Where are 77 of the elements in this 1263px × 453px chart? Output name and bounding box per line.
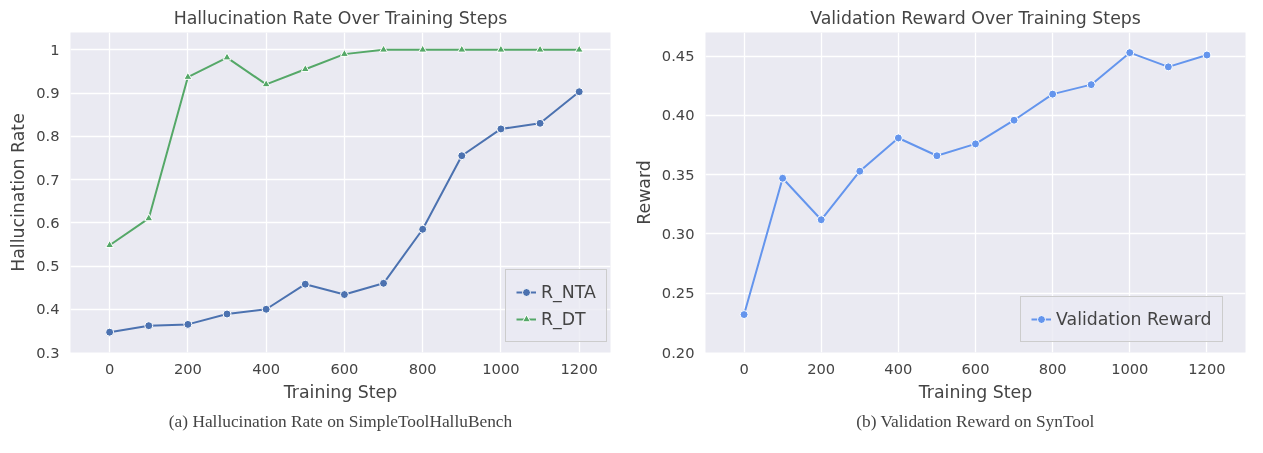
x-tick-label: 800 xyxy=(408,359,437,377)
y-tick-label: 0.8 xyxy=(36,127,60,145)
y-tick-label: 0.20 xyxy=(661,343,695,361)
point xyxy=(574,44,584,53)
chart-title: Validation Reward Over Training Steps xyxy=(810,7,1141,28)
x-tick-label: 400 xyxy=(884,359,913,377)
point xyxy=(457,151,467,161)
x-tick-label: 1200 xyxy=(1188,359,1226,377)
y-tick-label: 0.9 xyxy=(36,84,60,102)
y-tick-label: 0.35 xyxy=(661,165,695,183)
y-tick-label: 1 xyxy=(50,40,60,58)
point xyxy=(1086,80,1096,90)
text: (a) Hallucination Rate on SimpleToolHalluBench xyxy=(168,411,513,431)
y-tick-label: 0.3 xyxy=(36,343,60,361)
x-tick-label: 1000 xyxy=(482,359,520,377)
x-tick-label: 600 xyxy=(961,359,990,377)
point xyxy=(816,215,826,225)
point xyxy=(222,309,232,319)
point xyxy=(300,279,310,289)
point xyxy=(1163,62,1173,72)
y-tick-label: 0.45 xyxy=(661,47,695,65)
y-axis-title: Reward xyxy=(633,160,654,225)
point xyxy=(105,240,115,249)
x-tick-label: 1200 xyxy=(560,359,598,377)
x-tick-label: 200 xyxy=(807,359,836,377)
x-tick-label: 0 xyxy=(739,359,749,377)
point xyxy=(1202,50,1212,60)
point xyxy=(339,49,349,57)
x-tick-label: 400 xyxy=(252,359,281,377)
point xyxy=(574,87,584,97)
y-tick-label: 0.40 xyxy=(661,106,695,124)
legend-label: Validation Reward xyxy=(1056,308,1212,331)
point xyxy=(778,173,788,183)
point xyxy=(1009,115,1019,125)
point xyxy=(144,321,154,331)
point xyxy=(1125,48,1135,58)
point xyxy=(261,79,271,88)
x-tick-label: 800 xyxy=(1038,359,1067,377)
text: (b) Validation Reward on SynTool xyxy=(856,411,1095,431)
y-axis-title: Hallucination Rate xyxy=(8,113,29,272)
x-tick-label: 0 xyxy=(104,359,115,377)
point xyxy=(739,310,749,320)
point xyxy=(1048,89,1058,99)
point xyxy=(496,124,506,134)
legend-label: R_DT xyxy=(541,308,586,331)
point xyxy=(339,290,349,300)
y-tick-label: 0.4 xyxy=(36,300,60,318)
point xyxy=(105,327,115,337)
point xyxy=(379,278,389,288)
y-tick-label: 0.25 xyxy=(661,284,695,302)
point xyxy=(496,44,506,53)
y-tick-label: 0.6 xyxy=(36,213,60,231)
y-tick-label: 0.30 xyxy=(661,224,695,242)
x-axis-title: Training Step xyxy=(917,381,1033,402)
y-tick-label: 0.7 xyxy=(36,170,60,188)
point xyxy=(893,133,903,143)
point xyxy=(379,44,389,53)
point xyxy=(418,224,428,234)
point xyxy=(144,213,154,222)
point xyxy=(535,44,545,53)
x-axis-title: Training Step xyxy=(282,381,398,402)
point xyxy=(932,151,942,161)
point xyxy=(300,64,310,73)
point xyxy=(457,44,467,53)
x-tick-label: 1000 xyxy=(1111,359,1149,377)
point xyxy=(535,118,545,128)
x-tick-label: 600 xyxy=(330,359,359,377)
y-tick-label: 0.5 xyxy=(36,257,60,275)
point xyxy=(261,304,271,314)
point xyxy=(183,71,193,80)
point xyxy=(855,166,865,176)
legend-label: R_NTA xyxy=(541,281,596,304)
chart-title: Hallucination Rate Over Training Steps xyxy=(173,7,508,28)
x-tick-label: 200 xyxy=(173,359,202,377)
point xyxy=(222,52,232,61)
point xyxy=(971,139,980,149)
point xyxy=(183,319,193,329)
